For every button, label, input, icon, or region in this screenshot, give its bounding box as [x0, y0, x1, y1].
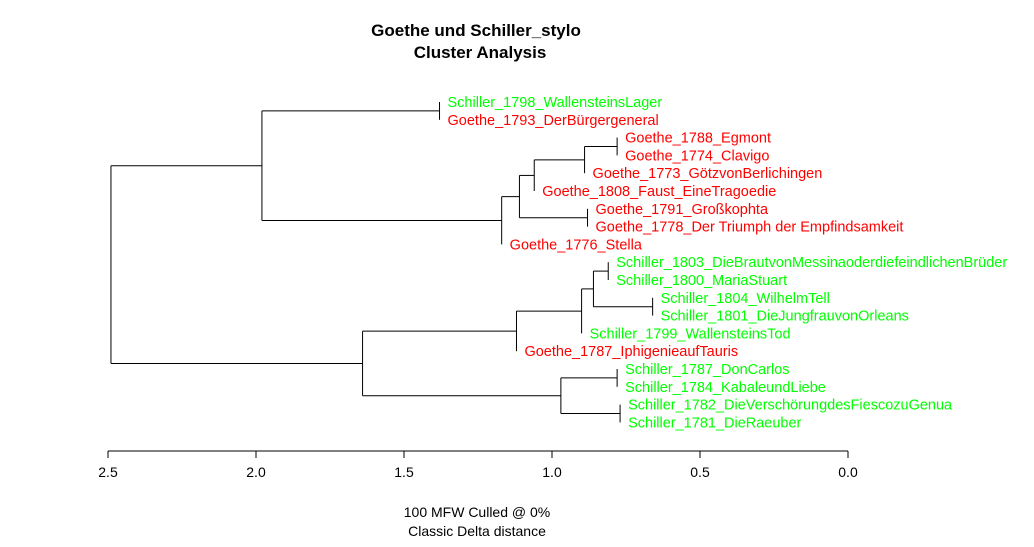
x-axis: 2.5 2.0 1.5 1.0 0.5 0.0 [98, 450, 858, 480]
leaf-label: Schiller_1784_KabaleundLiebe [625, 380, 826, 396]
x-axis-tick-label: 2.5 [98, 464, 118, 480]
leaf-label: Goethe_1776_Stella [510, 237, 643, 253]
dendrogram-branches [110, 102, 654, 423]
footer-mfw-line: 100 MFW Culled @ 0% [404, 504, 550, 520]
leaf-label: Schiller_1800_MariaStuart [616, 273, 787, 289]
leaf-label: Schiller_1781_DieRaeuber [628, 415, 801, 431]
leaf-label: Goethe_1793_DerBürgergeneral [448, 113, 659, 129]
leaf-label: Schiller_1803_DieBrautvonMessinaoderdief… [616, 255, 1007, 271]
chart-title: Goethe und Schiller_stylo [371, 21, 581, 40]
chart-subtitle: Cluster Analysis [414, 43, 547, 62]
leaf-label: Schiller_1801_DieJungfrauvonOrleans [661, 309, 909, 325]
leaf-label: Goethe_1788_Egmont [625, 131, 771, 147]
leaf-label: Goethe_1778_Der Triumph der Empfindsamke… [596, 220, 904, 236]
leaf-label: Schiller_1787_DonCarlos [625, 362, 789, 378]
leaf-label: Schiller_1798_WallensteinsLager [448, 95, 663, 111]
x-axis-tick-label: 1.5 [394, 464, 414, 480]
x-axis-tick-label: 0.0 [838, 464, 858, 480]
leaf-label: Goethe_1774_Clavigo [625, 148, 769, 164]
x-axis-tick-label: 1.0 [542, 464, 562, 480]
leaf-label: Schiller_1799_WallensteinsTod [590, 326, 791, 342]
leaf-labels: Schiller_1798_WallensteinsLager Goethe_17… [448, 95, 1008, 431]
footer-distance-line: Classic Delta distance [408, 523, 546, 539]
x-axis-tick-label: 0.5 [690, 464, 710, 480]
leaf-label: Goethe_1773_GötzvonBerlichingen [593, 166, 823, 182]
x-axis-tick-label: 2.0 [246, 464, 266, 480]
leaf-label: Goethe_1808_Faust_EineTragoedie [542, 184, 776, 200]
leaf-label: Goethe_1787_IphigenieaufTauris [524, 344, 738, 360]
leaf-label: Schiller_1804_WilhelmTell [661, 291, 830, 307]
leaf-label: Goethe_1791_Großkophta [596, 202, 769, 218]
leaf-label: Schiller_1782_DieVerschörungdesFiescozuG… [628, 398, 953, 414]
